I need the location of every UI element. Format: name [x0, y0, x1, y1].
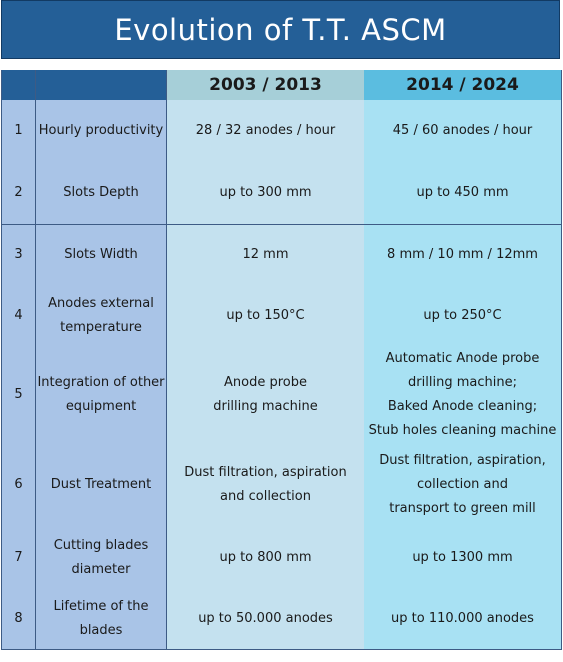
cell-2014-2024-line: Dust filtration, aspiration, — [379, 453, 546, 468]
table-body: 1 Hourly productivity 28 / 32 anodes / hou… — [1, 100, 562, 650]
row-label: Hourly productivity — [35, 100, 167, 162]
title-bar: Evolution of T.T. ASCM — [1, 0, 560, 59]
cell-2003-2013: up to 800 mm — [166, 527, 364, 589]
table-row: 6 Dust Treatment Dust filtration, aspirati… — [1, 443, 562, 527]
cell-2014-2024: up to 1300 mm — [364, 527, 562, 589]
row-number: 1 — [1, 100, 36, 162]
cell-2014-2024: up to 450 mm — [364, 162, 562, 225]
row-label-line: Integration of other — [37, 375, 165, 390]
table-row: 2 Slots Depth up to 300 mm up to 450 mm — [1, 162, 562, 225]
row-number: 6 — [1, 443, 36, 527]
row-number: 7 — [1, 527, 36, 589]
row-label-line: Slots Depth — [63, 185, 139, 200]
cell-2014-2024: Automatic Anode probe drilling machine; Ba… — [364, 347, 562, 443]
row-label: Slots Depth — [35, 162, 167, 225]
cell-2003-2013: up to 50.000 anodes — [166, 589, 364, 650]
cell-2003-2013-line: and collection — [220, 489, 311, 504]
table-header-row: 2003 / 2013 2014 / 2024 — [1, 70, 562, 100]
cell-2014-2024: 45 / 60 anodes / hour — [364, 100, 562, 162]
row-number: 5 — [1, 347, 36, 443]
row-label-line: diameter — [71, 562, 131, 577]
cell-2003-2013-line: up to 50.000 anodes — [198, 611, 333, 626]
row-label-line: Lifetime of the — [53, 599, 149, 614]
cell-2003-2013: up to 300 mm — [166, 162, 364, 225]
cell-2003-2013: 28 / 32 anodes / hour — [166, 100, 364, 162]
row-label-line: temperature — [60, 320, 142, 335]
row-label: Anodes external temperature — [35, 285, 167, 347]
row-label-line: blades — [79, 623, 123, 638]
cell-2014-2024-line: up to 1300 mm — [412, 550, 513, 565]
row-label-line: Slots Width — [64, 247, 138, 262]
row-label: Integration of other equipment — [35, 347, 167, 443]
cell-2014-2024: 8 mm / 10 mm / 12mm — [364, 224, 562, 285]
cell-2003-2013: Anode probe drilling machine — [166, 347, 364, 443]
table-row: 7 Cutting blades diameter up to 800 mm up to… — [1, 527, 562, 589]
cell-2014-2024-line: 45 / 60 anodes / hour — [392, 123, 533, 138]
cell-2003-2013-line: drilling machine — [213, 399, 318, 414]
cell-2003-2013-line: 12 mm — [242, 247, 289, 262]
header-num — [1, 70, 36, 100]
cell-2003-2013-line: 28 / 32 anodes / hour — [195, 123, 336, 138]
cell-2014-2024-line: transport to green mill — [389, 501, 536, 516]
cell-2003-2013: 12 mm — [166, 224, 364, 285]
cell-2014-2024-line: collection and — [417, 477, 508, 492]
header-col-b: 2014 / 2024 — [364, 70, 562, 100]
cell-2014-2024: Dust filtration, aspiration, collection a… — [364, 443, 562, 527]
cell-2014-2024-line: drilling machine; — [408, 375, 517, 390]
table-row: 8 Lifetime of the blades up to 50.000 anode… — [1, 589, 562, 650]
table-row: 3 Slots Width 12 mm 8 mm / 10 mm / 12mm — [1, 224, 562, 285]
cell-2014-2024: up to 250°C — [364, 285, 562, 347]
row-number: 4 — [1, 285, 36, 347]
row-number: 8 — [1, 589, 36, 650]
comparison-table: 2003 / 2013 2014 / 2024 1 Hourly producti… — [1, 70, 562, 650]
row-label-line: Dust Treatment — [50, 477, 152, 492]
cell-2003-2013: Dust filtration, aspiration and collectio… — [166, 443, 364, 527]
cell-2014-2024: up to 110.000 anodes — [364, 589, 562, 650]
cell-2014-2024-line: up to 250°C — [423, 308, 502, 323]
row-label: Slots Width — [35, 224, 167, 285]
row-label: Dust Treatment — [35, 443, 167, 527]
table-row: 5 Integration of other equipment Anode prob… — [1, 347, 562, 443]
cell-2003-2013-line: up to 800 mm — [219, 550, 312, 565]
row-label-line: Cutting blades — [53, 538, 149, 553]
cell-2003-2013-line: up to 300 mm — [219, 185, 312, 200]
cell-2014-2024-line: Automatic Anode probe — [385, 351, 540, 366]
cell-2003-2013: up to 150°C — [166, 285, 364, 347]
cell-2014-2024-line: up to 110.000 anodes — [391, 611, 534, 626]
cell-2014-2024-line: Stub holes cleaning machine — [368, 423, 557, 438]
table-row: 1 Hourly productivity 28 / 32 anodes / hou… — [1, 100, 562, 162]
cell-2014-2024-line: 8 mm / 10 mm / 12mm — [387, 247, 538, 262]
row-label: Lifetime of the blades — [35, 589, 167, 650]
row-label: Cutting blades diameter — [35, 527, 167, 589]
header-label — [35, 70, 167, 100]
cell-2003-2013-line: Anode probe — [224, 375, 307, 390]
row-number: 2 — [1, 162, 36, 225]
row-label-line: Hourly productivity — [38, 123, 164, 138]
row-label-line: equipment — [65, 399, 137, 414]
cell-2003-2013-line: Dust filtration, aspiration — [184, 465, 347, 480]
page-title: Evolution of T.T. ASCM — [114, 12, 447, 47]
header-col-a: 2003 / 2013 — [166, 70, 364, 100]
row-label-line: Anodes external — [48, 296, 154, 311]
cell-2014-2024-line: Baked Anode cleaning; — [387, 399, 538, 414]
table-row: 4 Anodes external temperature up to 150°C up… — [1, 285, 562, 347]
cell-2003-2013-line: up to 150°C — [226, 308, 305, 323]
cell-2014-2024-line: up to 450 mm — [416, 185, 509, 200]
row-number: 3 — [1, 224, 36, 285]
